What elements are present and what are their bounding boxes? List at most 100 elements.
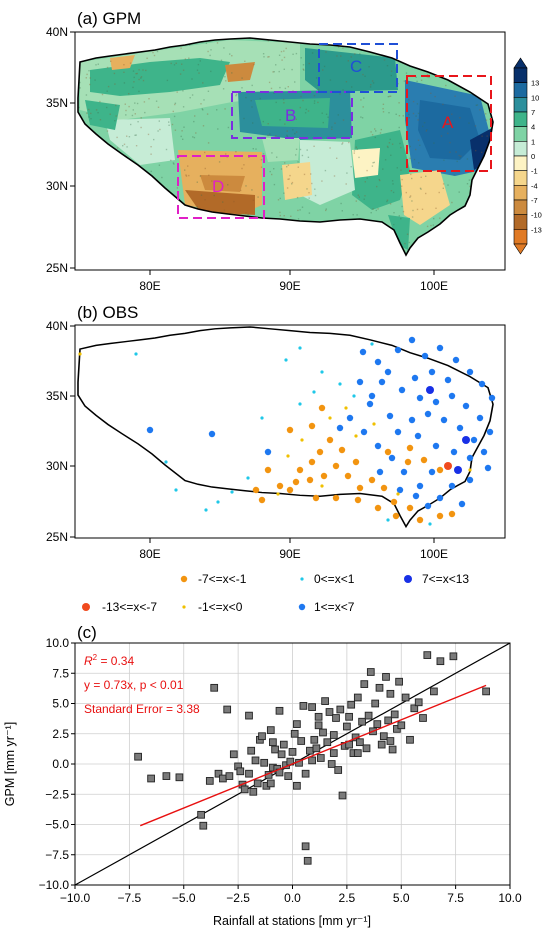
station-point [318, 404, 326, 412]
station-point [352, 458, 360, 466]
station-points [78, 336, 496, 526]
panel-c: (c) −10.0 −7.5 −5.0 −2.5 0.0 2.5 5.0 7.5 10.0 −1… [3, 623, 522, 928]
station-point [462, 402, 470, 410]
y-axis-label: GPM [mm yr⁻¹] [3, 722, 17, 806]
station-point [416, 482, 424, 490]
station-point [448, 392, 456, 400]
station-point [316, 448, 324, 456]
station-point [276, 482, 284, 490]
station-point [398, 386, 406, 394]
scatter-point [205, 777, 214, 785]
station-point [416, 394, 424, 402]
lon-tick-label: 90E [279, 279, 300, 293]
colorbar-segment [513, 141, 528, 157]
station-point [320, 370, 324, 374]
colorbar-segment [513, 126, 528, 142]
station-point [448, 482, 456, 490]
station-point [296, 466, 304, 474]
scatter-point [436, 657, 445, 666]
scatter-point [325, 708, 334, 716]
panel-a: (a) GPM [46, 9, 542, 293]
region-label-c: C [350, 57, 362, 76]
colorbar-segment [513, 155, 528, 171]
station-point [414, 432, 422, 440]
station-point [298, 402, 302, 406]
station-point [448, 510, 456, 518]
station-point [412, 492, 420, 500]
scatter-point [293, 781, 301, 790]
scatter-point [386, 689, 395, 698]
station-point [426, 386, 434, 394]
station-point [488, 394, 496, 402]
panel-a-lon-axis: 80E 90E 100E [139, 270, 448, 293]
colorbar-label: -7 [531, 196, 538, 205]
station-point [394, 346, 402, 354]
station-point [486, 428, 494, 436]
station-point [332, 494, 340, 502]
scatter-point [245, 711, 253, 720]
scatter-point [147, 774, 155, 783]
scatter-point [310, 735, 319, 744]
gpm-trend-field [78, 38, 493, 255]
scatter-point [353, 749, 362, 757]
scatter-point [334, 766, 343, 774]
station-point [374, 504, 382, 512]
legend-marker [300, 577, 304, 581]
scatter-point [312, 744, 321, 753]
station-point [286, 454, 290, 458]
scatter-point [288, 748, 297, 756]
legend-label: 7<=x<13 [422, 572, 469, 586]
scatter-point [314, 712, 323, 721]
scatter-point [423, 651, 432, 659]
legend-marker [180, 575, 188, 583]
lon-tick-label: 80E [139, 547, 160, 561]
scatter-point [343, 722, 351, 731]
station-point [204, 508, 208, 512]
lon-tick-label: 100E [420, 547, 448, 561]
scatter-point [371, 699, 380, 708]
scatter-point [175, 773, 184, 782]
scatter-point [284, 772, 293, 780]
lat-tick-label: 35N [46, 389, 68, 403]
plateau-outline-b [77, 326, 494, 529]
colorbar-segment [513, 229, 528, 245]
station-point [436, 466, 444, 474]
station-point [470, 436, 478, 444]
colorbar-segment [513, 97, 528, 113]
y-tick-label: 0.0 [52, 757, 69, 771]
scatter-point [364, 711, 373, 720]
scatter-point [306, 746, 314, 755]
scatter-point [379, 732, 388, 741]
scatter-point [410, 704, 419, 713]
scatter-point [395, 677, 403, 686]
scatter-point [290, 729, 299, 738]
colorbar-label: -10 [531, 211, 542, 220]
scatter-point [301, 842, 310, 851]
x-tick-label: 5.0 [393, 891, 410, 905]
station-point [428, 468, 436, 476]
scatter-point [430, 687, 438, 696]
colorbar-label: -1 [531, 167, 538, 176]
scatter-point [336, 705, 345, 714]
scatter-point [327, 760, 336, 768]
legend-label: -1<=x<0 [198, 600, 243, 614]
scatter-point [223, 705, 232, 714]
colorbar-segment [513, 82, 528, 98]
scatter-point [373, 720, 382, 728]
station-point [174, 488, 178, 492]
scatter-point [329, 749, 338, 757]
colorbar-label: 0 [531, 152, 535, 161]
lat-tick-label: 40N [46, 319, 68, 333]
regression-annotations: R2 = 0.34 y = 0.73x, p < 0.01 Standard E… [84, 653, 200, 716]
legend-label: -13<=x<-7 [102, 600, 157, 614]
scatter-point [271, 745, 279, 754]
station-point [164, 460, 168, 464]
station-point [370, 342, 374, 346]
scatter-point [358, 717, 366, 726]
colorbar-label: 1 [531, 137, 535, 146]
station-point [480, 448, 488, 456]
scatter-point [199, 821, 208, 830]
scatter-point [279, 740, 288, 749]
station-point [328, 416, 332, 420]
